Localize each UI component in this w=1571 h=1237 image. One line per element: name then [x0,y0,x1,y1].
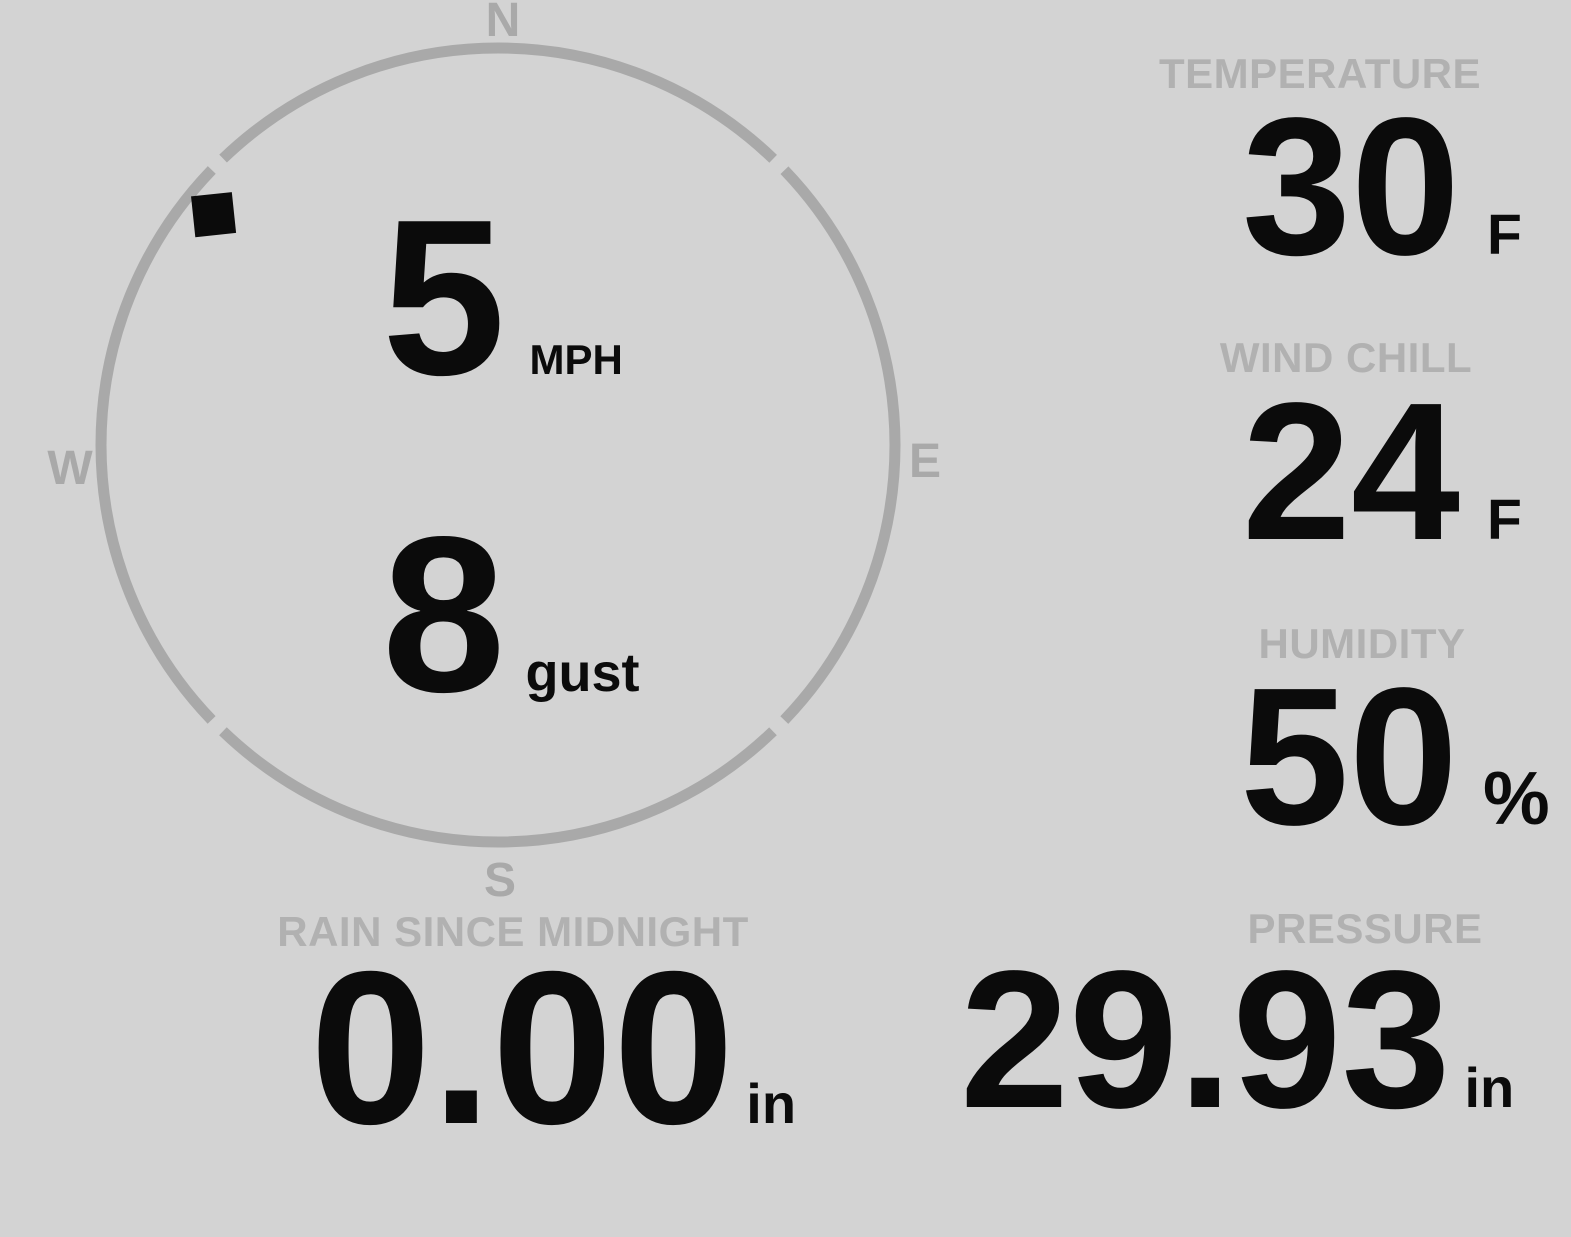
wind-speed-value: 5 [382,174,506,422]
rain-label: RAIN SINCE MIDNIGHT [277,908,749,955]
pressure-reading: 29.93 in [960,942,1514,1138]
compass-label-east: E [908,435,942,488]
temperature-value: 30 [1242,77,1461,296]
wind-speed-unit: MPH [529,336,623,383]
wind-chill-value: 24 [1242,362,1461,581]
wind-gust-reading: 8 gust [382,504,639,726]
pressure-value: 29.93 [960,930,1451,1149]
pressure-unit: in [1464,1056,1515,1119]
compass-graphic [95,42,901,848]
pressure-label: PRESSURE [1247,905,1483,952]
temperature-unit: F [1487,203,1522,267]
temperature-reading: 30 F [1242,89,1522,285]
temperature-label: TEMPERATURE [1158,50,1482,97]
wind-chill-unit: F [1487,488,1522,552]
rain-reading: 0.00 in [310,940,796,1158]
compass-label-north: N [485,0,521,47]
rain-unit: in [746,1072,797,1135]
compass-ring [95,42,901,848]
compass-label-west: W [47,442,93,495]
humidity-value: 50 [1240,647,1459,866]
humidity-reading: 50 % [1240,659,1550,855]
wind-direction-diamond-icon [191,192,237,238]
wind-compass: N E S W 5 MPH 8 gust [0,0,1000,905]
compass-label-south: S [483,854,517,907]
wind-chill-label: WIND CHILL [1219,334,1473,381]
wind-gust-value: 8 [382,491,506,739]
wind-speed-reading: 5 MPH [382,187,623,409]
humidity-unit: % [1483,756,1550,840]
humidity-label: HUMIDITY [1258,620,1466,667]
rain-value: 0.00 [310,927,735,1170]
wind-gust-unit: gust [525,643,640,703]
wind-chill-reading: 24 F [1242,374,1522,570]
wind-direction-marker [191,192,237,238]
